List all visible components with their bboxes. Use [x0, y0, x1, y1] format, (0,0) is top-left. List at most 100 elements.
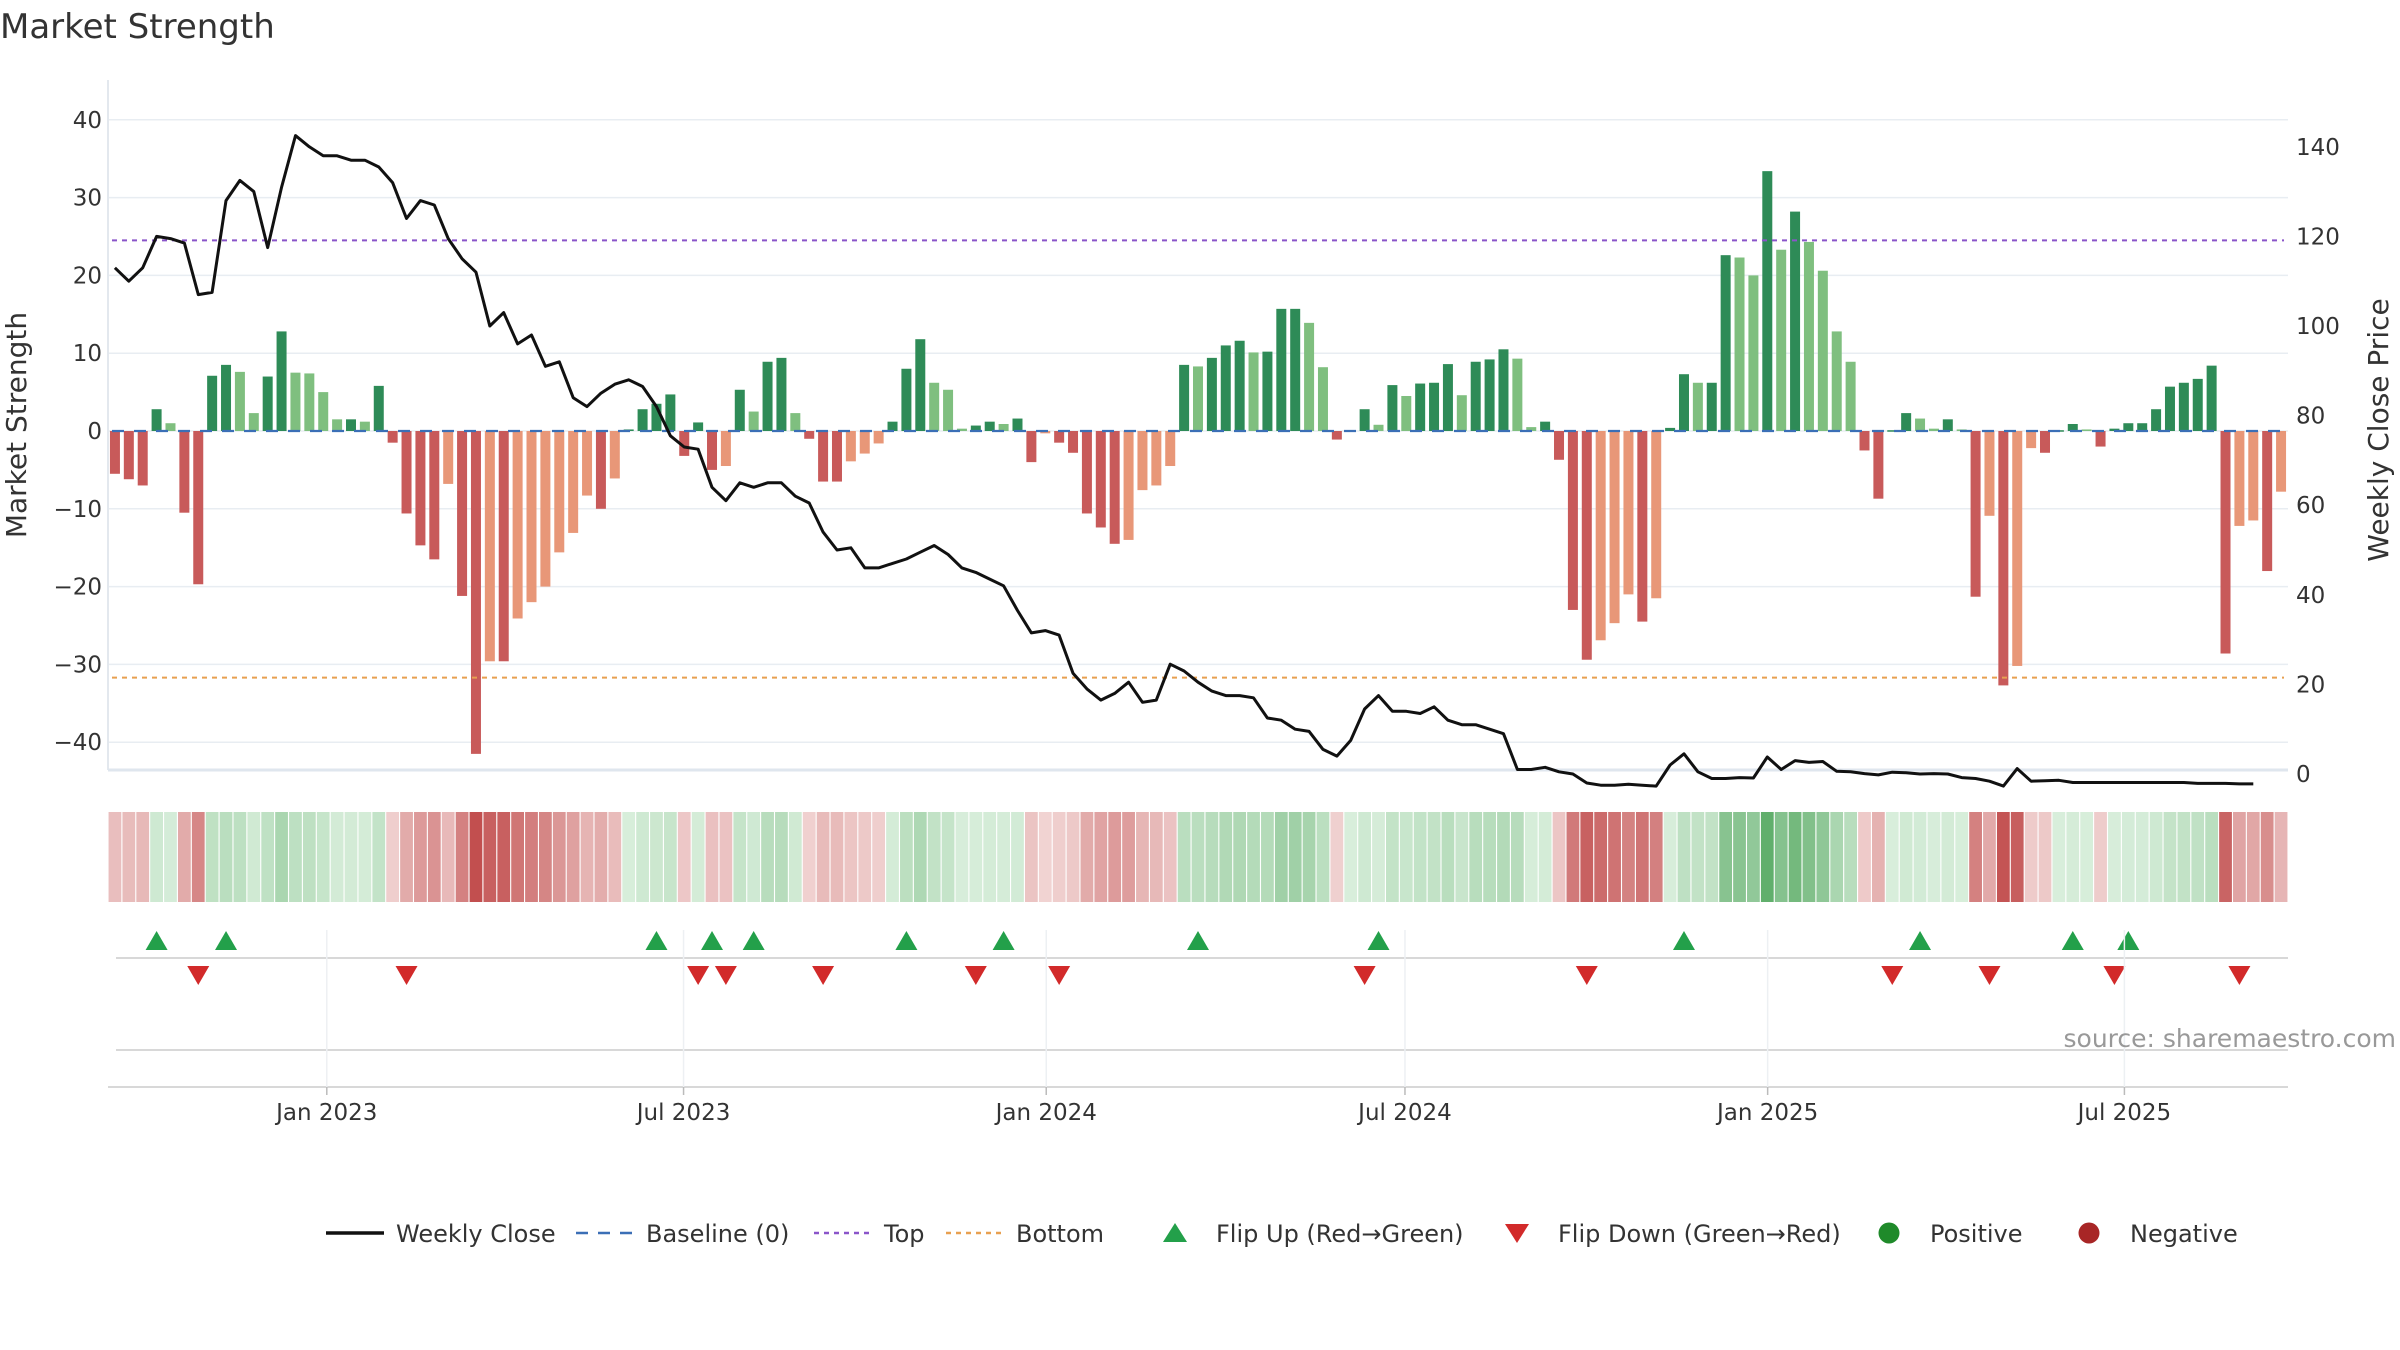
strength-bar — [165, 423, 176, 431]
y-axis-label-left: Market Strength — [0, 312, 33, 538]
heat-strip-cell — [2191, 812, 2205, 902]
strength-bar — [818, 431, 829, 482]
heat-strip-cell — [1760, 812, 1774, 902]
heat-strip-cell — [1191, 812, 1205, 902]
strength-bar — [1845, 361, 1856, 431]
legend-item: Weekly Close — [326, 1220, 556, 1248]
strength-bar — [1415, 383, 1426, 431]
legend-label: Weekly Close — [396, 1220, 556, 1248]
heat-strip-cell — [997, 812, 1010, 902]
heat-strip-cell — [2038, 812, 2052, 902]
strength-bar — [679, 431, 690, 456]
strength-bar — [234, 371, 245, 431]
heat-strip-cell — [150, 812, 163, 902]
flip-up-marker — [992, 931, 1015, 950]
heat-strip-cell — [233, 812, 247, 902]
strength-bar — [1970, 431, 1981, 597]
strength-bar — [1137, 431, 1148, 491]
strength-bar — [1873, 431, 1884, 499]
heat-strip-cell — [844, 812, 858, 902]
heat-strip-cell — [1108, 812, 1122, 902]
heat-strip-cell — [344, 812, 358, 902]
heat-strip-cell — [705, 812, 719, 902]
heat-strip-cell — [2149, 812, 2163, 902]
strength-bar — [1901, 413, 1912, 431]
heat-strip-cell — [1483, 812, 1496, 902]
heat-strip-cell — [1927, 812, 1941, 902]
strength-bar — [693, 422, 704, 431]
heat-strip-cell — [2246, 812, 2260, 902]
strength-bar — [1068, 431, 1079, 453]
heat-strip-cell — [400, 812, 413, 902]
legend-swatch-triangle-up — [1163, 1223, 1187, 1242]
heat-strip-cell — [1996, 812, 2010, 902]
heat-strip-cell — [1247, 812, 1260, 902]
legend-item: Flip Up (Red→Green) — [1163, 1220, 1464, 1248]
x-tick-label: Jul 2023 — [635, 1100, 731, 1126]
flip-up-marker — [742, 931, 765, 950]
heat-strip-cell — [247, 812, 261, 902]
heat-strip-cell — [830, 812, 844, 902]
heat-strip-cell — [1830, 812, 1844, 902]
heat-strip-cell — [1094, 812, 1108, 902]
heat-strip-cell — [330, 812, 344, 902]
heat-strip-cell — [1899, 812, 1913, 902]
heat-strip-cell — [164, 812, 177, 902]
strength-bar — [831, 431, 842, 482]
strength-bar — [1387, 385, 1398, 431]
heat-strip-cell — [2052, 812, 2066, 902]
strength-bar — [526, 431, 537, 603]
legend-label: Positive — [1930, 1220, 2023, 1248]
heat-strip-cell — [205, 812, 219, 902]
heat-strip-cell — [1816, 812, 1830, 902]
heat-strip-cell — [2219, 812, 2232, 902]
strength-bar — [984, 421, 995, 431]
strength-bar — [1692, 382, 1703, 431]
heat-strip-cell — [761, 812, 774, 902]
heat-strip-cell — [1399, 812, 1413, 902]
strength-bar — [318, 392, 329, 431]
heat-strip-cell — [2163, 812, 2177, 902]
flip-markers — [145, 931, 2251, 985]
strength-bar — [1081, 431, 1092, 514]
strength-bar — [1540, 421, 1551, 431]
x-axis-ticks: Jan 2023 Jul 2023 Jan 2024 Jul 2024 Jan 2025… — [274, 930, 2171, 1126]
heat-strip-cell — [1011, 812, 1024, 902]
strength-bar — [2192, 378, 2203, 431]
y-tick-label-right: 140 — [2296, 135, 2340, 161]
heat-strip-cell — [219, 812, 233, 902]
flip-up-marker — [2061, 931, 2084, 950]
strength-bar — [1165, 431, 1176, 467]
strength-bar — [665, 394, 676, 431]
x-tick-label: Jan 2025 — [1715, 1100, 1818, 1126]
heat-strip-cell — [663, 812, 677, 902]
legend-item: Top — [814, 1220, 925, 1248]
strength-bar — [1942, 419, 1953, 431]
flip-up-marker — [1187, 931, 1209, 950]
flip-down-marker — [812, 966, 835, 985]
heat-strip-cell — [1413, 812, 1427, 902]
strength-bar — [720, 431, 731, 467]
heat-strip-cell — [1261, 812, 1274, 902]
heat-strip-cell — [1788, 812, 1802, 902]
chart-title: Market Strength — [0, 7, 275, 47]
heat-strip-cell — [1177, 812, 1191, 902]
heat-strip-cell — [1316, 812, 1330, 902]
strength-bar — [845, 431, 856, 462]
flip-up-marker — [1367, 931, 1390, 950]
heat-strip-cell — [1969, 812, 1982, 902]
heat-strip-cell — [483, 812, 497, 902]
heat-strip-cell — [511, 812, 525, 902]
strength-bar — [359, 421, 370, 431]
strength-bar — [470, 431, 481, 754]
heat-strip-cell — [802, 812, 816, 902]
heat-strip-cell — [289, 812, 302, 902]
heat-strip-cell — [358, 812, 372, 902]
heat-strip-cell — [316, 812, 330, 902]
legend-label: Baseline (0) — [646, 1220, 789, 1248]
legend-label: Flip Up (Red→Green) — [1216, 1220, 1464, 1248]
legend-label: Flip Down (Green→Red) — [1558, 1220, 1841, 1248]
strength-bar — [956, 428, 967, 431]
strength-bar — [304, 373, 315, 431]
